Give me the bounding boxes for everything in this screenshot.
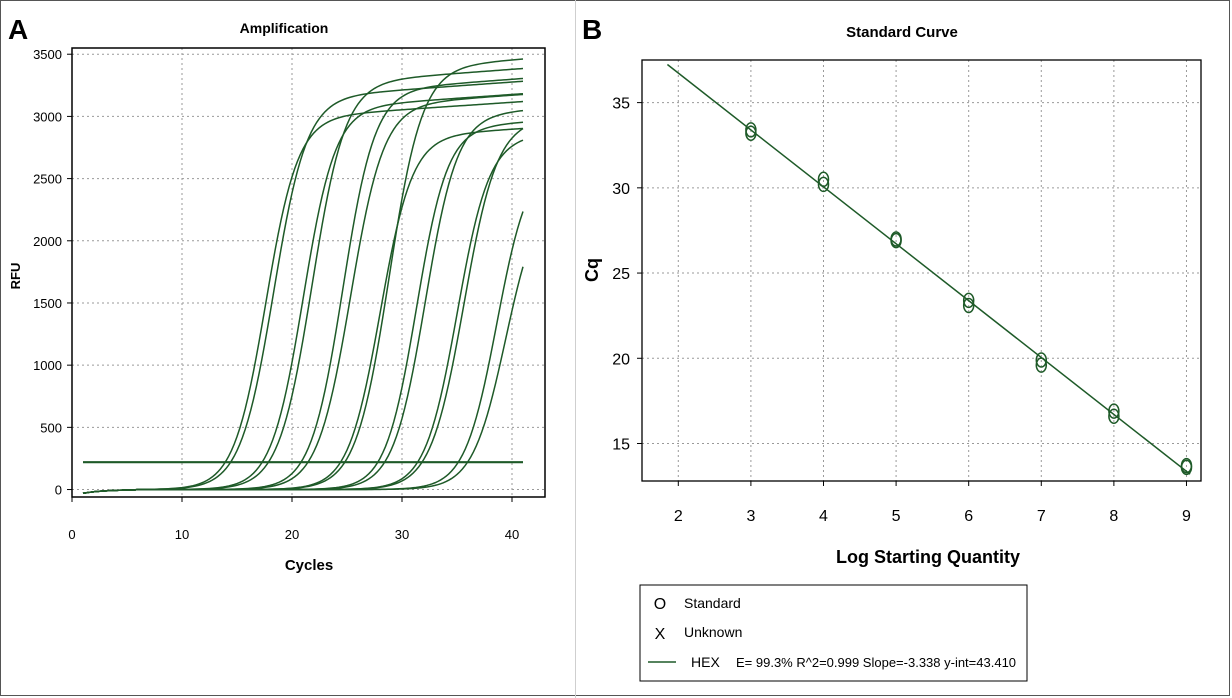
amplification-plot-border [71, 47, 546, 498]
legend-fit-label: HEX [691, 654, 720, 670]
std-ytick-label: 35 [612, 96, 630, 113]
standard-curve-ticks: 2 3 4 5 6 7 8 9 15 20 25 30 35 [612, 96, 1191, 525]
std-xtick-label: 3 [746, 508, 755, 525]
panel-divider [575, 0, 576, 698]
legend-unknown-label: Unknown [684, 624, 742, 640]
standard-curve-points [745, 122, 1193, 476]
std-xtick-label: 7 [1037, 508, 1046, 525]
std-xtick-label: 8 [1109, 508, 1118, 525]
amp-xtick-label: 0 [68, 527, 75, 542]
std-point-7 [962, 292, 975, 309]
amp-ytick-label: 1000 [33, 358, 62, 373]
amplification-chart: Amplification 0 10 20 30 40 0 500 1000 1500 2000 2… [8, 20, 546, 574]
std-point-11 [1108, 403, 1120, 419]
panel-a-letter: A [8, 14, 29, 45]
amplification-xlabel: Cycles [285, 557, 333, 574]
std-point-10 [1035, 357, 1048, 373]
amp-curve-13 [82, 211, 524, 495]
amp-ytick-label: 2500 [33, 172, 62, 187]
amp-xtick-label: 30 [395, 527, 409, 542]
legend-standard-symbol: O [654, 596, 666, 613]
std-ytick-label: 15 [612, 437, 630, 454]
amp-ytick-label: 500 [40, 420, 62, 435]
std-xtick-label: 2 [674, 508, 683, 525]
amp-xtick-label: 40 [505, 527, 519, 542]
amp-curve-14 [82, 266, 524, 495]
legend-standard-label: Standard [684, 595, 741, 611]
amp-curve-5 [82, 77, 524, 495]
standard-curve-fit [666, 63, 1191, 475]
legend-unknown-symbol: X [655, 626, 666, 643]
std-point-6 [890, 232, 902, 249]
amp-ytick-label: 0 [55, 483, 62, 498]
amp-ytick-label: 3000 [33, 109, 62, 124]
standard-curve-xlabel: Log Starting Quantity [836, 547, 1020, 567]
std-xtick-label: 4 [819, 508, 828, 525]
std-point-3 [817, 171, 830, 188]
amp-ytick-label: 1500 [33, 296, 62, 311]
std-fit-line [666, 63, 1191, 475]
std-point-12 [1108, 408, 1120, 424]
amplification-ylabel: RFU [8, 263, 23, 290]
std-point-9 [1035, 352, 1048, 368]
amplification-ticks: 0 10 20 30 40 0 500 1000 1500 2000 2500 3000 3500 [33, 47, 519, 542]
amp-curve-9 [82, 121, 524, 495]
std-point-14 [1180, 459, 1193, 476]
std-ytick-label: 20 [612, 351, 630, 368]
standard-curve-chart: Standard Curve 2 3 4 5 6 7 8 9 15 20 25 30 35 Log St… [582, 24, 1202, 682]
amp-xtick-label: 10 [175, 527, 189, 542]
legend-fit-stats: E= 99.3% R^2=0.999 Slope=-3.338 y-int=43… [736, 655, 1016, 670]
std-point-4 [817, 176, 830, 193]
amp-curve-4 [82, 67, 524, 495]
std-ytick-label: 25 [612, 266, 630, 283]
amp-xtick-label: 20 [285, 527, 299, 542]
std-point-8 [962, 297, 975, 314]
std-xtick-label: 6 [964, 508, 973, 525]
amp-curve-8 [82, 58, 524, 495]
amp-ytick-label: 3500 [33, 47, 62, 62]
amplification-title: Amplification [240, 20, 329, 36]
amplification-curves [82, 58, 524, 495]
std-xtick-label: 9 [1182, 508, 1191, 525]
standard-curve-ylabel: Cq [582, 258, 602, 282]
standard-curve-plot-border [641, 59, 1202, 482]
standard-curve-grid [642, 60, 1201, 481]
amp-ytick-label: 2000 [33, 234, 62, 249]
panel-b-letter: B [582, 14, 603, 45]
amp-curve-2 [82, 80, 524, 495]
amplification-grid [72, 48, 545, 497]
standard-curve-title: Standard Curve [846, 24, 958, 41]
std-ytick-label: 30 [612, 181, 630, 198]
amp-curve-11 [82, 139, 524, 495]
standard-curve-legend: O Standard X Unknown HEX E= 99.3% R^2=0.… [639, 584, 1028, 682]
std-xtick-label: 5 [892, 508, 901, 525]
std-point-2 [745, 125, 757, 142]
